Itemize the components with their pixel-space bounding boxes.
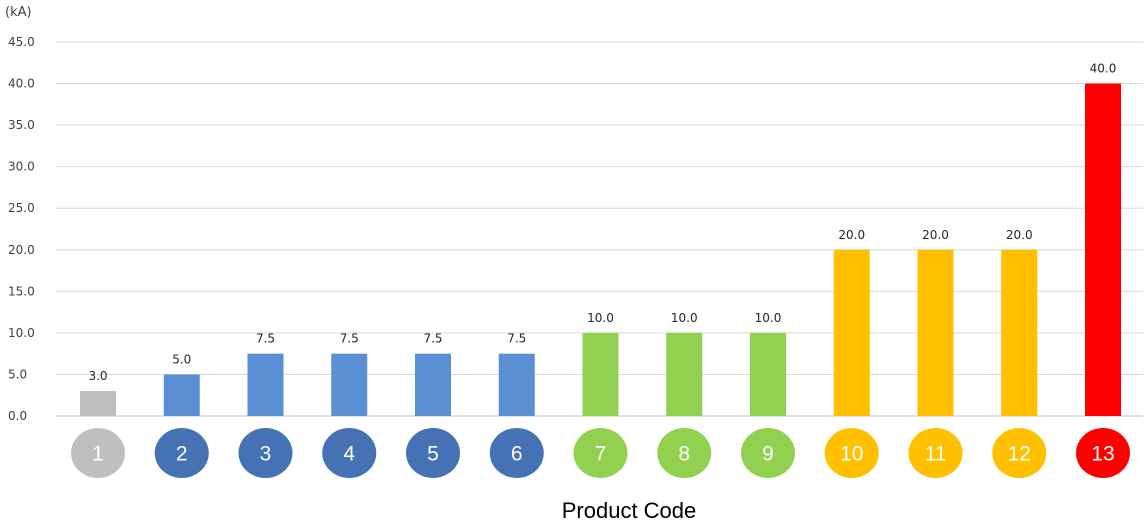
badge-circle xyxy=(908,428,963,478)
y-tick-label: 10.0 xyxy=(8,326,35,340)
x-tick-label: 13 xyxy=(1091,443,1114,466)
bar-2 xyxy=(163,374,200,416)
bar-7 xyxy=(582,332,619,416)
x-tick-label: 3 xyxy=(260,443,272,466)
data-label-8: 10.0 xyxy=(671,311,698,325)
bar-10 xyxy=(833,249,870,416)
x-tick-label: 4 xyxy=(343,443,355,466)
bar-11 xyxy=(917,249,954,416)
product-code-badge-7: 7 xyxy=(573,428,628,478)
x-tick-label: 8 xyxy=(678,443,690,466)
x-tick-label: 6 xyxy=(511,443,523,466)
product-code-badge-4: 4 xyxy=(322,428,377,478)
product-code-badges: 1 2 3 4 5 6 7 8 9 10 11 12 13 xyxy=(71,428,1130,478)
x-tick-label: 7 xyxy=(595,443,607,466)
product-code-badge-8: 8 xyxy=(657,428,712,478)
data-label-12: 20.0 xyxy=(1006,228,1033,242)
product-code-badge-5: 5 xyxy=(406,428,460,478)
badge-circle xyxy=(489,428,544,478)
product-code-badge-6: 6 xyxy=(489,428,544,478)
bar-8 xyxy=(666,332,703,416)
badge-circle xyxy=(741,428,795,478)
bar-3 xyxy=(247,353,284,416)
product-code-badge-1: 1 xyxy=(71,428,125,478)
badge-circle xyxy=(824,428,879,478)
bar-4 xyxy=(331,353,368,416)
data-label-3: 7.5 xyxy=(256,332,275,346)
y-tick-label: 25.0 xyxy=(8,201,35,215)
badge-circle xyxy=(154,428,209,478)
y-tick-label: 0.0 xyxy=(8,409,27,423)
y-tick-label: 30.0 xyxy=(8,160,35,174)
data-label-13: 40.0 xyxy=(1090,62,1117,76)
y-tick-label: 35.0 xyxy=(8,118,35,132)
badge-circle xyxy=(573,428,628,478)
data-label-5: 7.5 xyxy=(423,332,442,346)
bar-6 xyxy=(498,353,535,416)
gridlines xyxy=(56,41,1143,417)
badge-circle xyxy=(71,428,125,478)
badge-circle xyxy=(1076,428,1130,478)
y-tick-label: 5.0 xyxy=(8,367,27,381)
y-tick-label: 40.0 xyxy=(8,77,35,91)
y-tick-label: 20.0 xyxy=(8,243,35,257)
x-tick-label: 11 xyxy=(925,443,947,466)
product-code-badge-12: 12 xyxy=(992,428,1047,478)
badge-circle xyxy=(406,428,460,478)
data-label-6: 7.5 xyxy=(507,332,526,346)
badge-circle xyxy=(657,428,712,478)
badge-circle xyxy=(992,428,1047,478)
bar-5 xyxy=(415,353,451,416)
y-axis-unit-label: (kA) xyxy=(5,5,32,20)
data-label-7: 10.0 xyxy=(587,311,614,325)
badge-circle xyxy=(238,428,293,478)
bar-1 xyxy=(80,391,116,416)
product-code-badge-10: 10 xyxy=(824,428,879,478)
x-tick-label: 9 xyxy=(762,443,774,466)
x-tick-label: 1 xyxy=(92,443,104,466)
product-code-badge-9: 9 xyxy=(741,428,795,478)
data-labels: 3.0 5.0 7.5 7.5 7.5 7.5 10.0 10.0 10.0 20.0 20.0 20… xyxy=(88,62,1116,384)
data-label-10: 20.0 xyxy=(838,228,865,242)
product-code-badge-2: 2 xyxy=(154,428,209,478)
y-axis-ticks: 0.0 5.0 10.0 15.0 20.0 25.0 30.0 35.0 40.0 45.0 xyxy=(8,35,35,423)
badge-circle xyxy=(322,428,377,478)
bar-13 xyxy=(1085,83,1121,417)
bars xyxy=(80,83,1121,417)
y-tick-label: 45.0 xyxy=(8,35,35,49)
product-code-badge-3: 3 xyxy=(238,428,293,478)
bar-9 xyxy=(750,332,786,416)
y-tick-label: 15.0 xyxy=(8,284,35,298)
data-label-1: 3.0 xyxy=(88,369,107,383)
x-axis-title: Product Code xyxy=(562,498,697,523)
data-label-4: 7.5 xyxy=(340,332,359,346)
product-code-badge-13: 13 xyxy=(1076,428,1130,478)
data-label-9: 10.0 xyxy=(755,311,782,325)
x-tick-label: 10 xyxy=(840,443,863,466)
data-label-11: 20.0 xyxy=(922,228,949,242)
x-tick-label: 2 xyxy=(176,443,188,466)
product-code-badge-11: 11 xyxy=(908,428,963,478)
data-label-2: 5.0 xyxy=(172,352,191,366)
x-tick-label: 5 xyxy=(427,443,439,466)
x-tick-label: 12 xyxy=(1008,443,1031,466)
bar-12 xyxy=(1001,249,1038,416)
